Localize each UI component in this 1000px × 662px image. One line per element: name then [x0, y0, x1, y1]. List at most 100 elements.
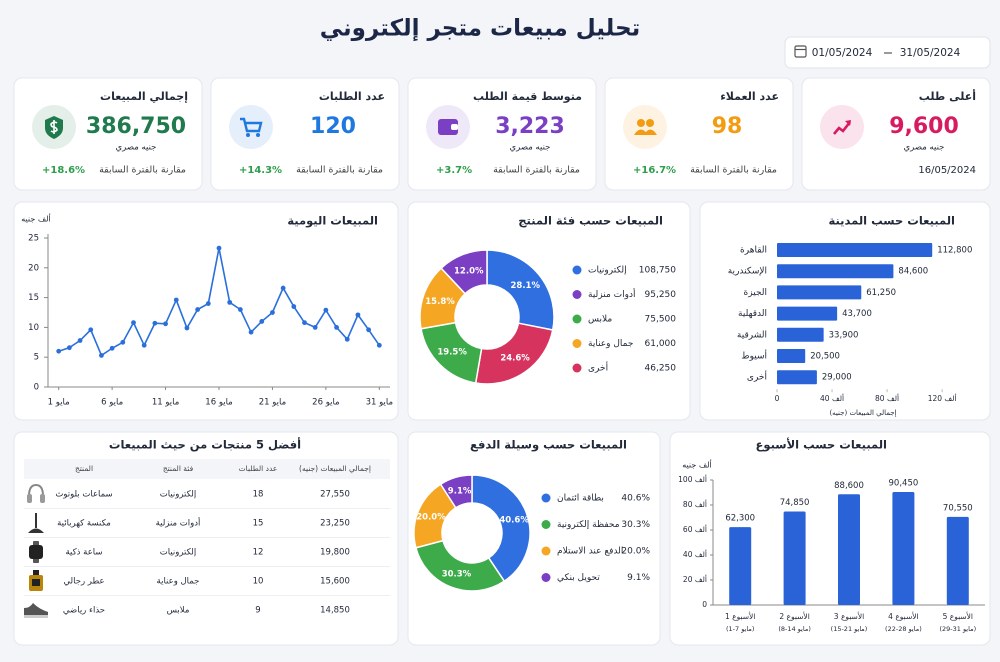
point [88, 327, 94, 333]
legend-swatch [541, 493, 551, 503]
date-from: 01/05/2024 [812, 47, 873, 59]
y-tick-label: 100 ألف [678, 474, 707, 484]
data-label: 84,600 [898, 267, 928, 277]
data-label: 88,600 [834, 481, 864, 491]
legend-label: بطاقة ائتمان [557, 494, 604, 504]
slice [439, 474, 473, 509]
kpi-change: +14.3% [239, 165, 282, 176]
icon-bg [623, 105, 667, 149]
product-icon [40, 494, 45, 503]
point [355, 312, 361, 318]
y-tick-label: 10 [28, 323, 39, 333]
calendar-icon [794, 45, 807, 58]
kpi-value: 9,600 [889, 114, 959, 139]
chart-title: المبيعات اليومية [287, 214, 378, 229]
legend-label: أدوات منزلية [588, 288, 635, 300]
data-label: 43,700 [842, 309, 872, 319]
y-tick-label: القاهرة [740, 246, 767, 256]
card [604, 77, 794, 191]
kpi-title: أعلى طلب [919, 89, 976, 103]
y-tick-label: الشرقية [737, 330, 767, 340]
icon [833, 121, 852, 135]
icon [646, 119, 654, 127]
slice-label: 15.8% [425, 297, 455, 307]
y-tick-label: 20 [28, 263, 39, 273]
icon [634, 129, 657, 135]
icon-bg [820, 105, 864, 149]
kpi-value: 3,223 [495, 114, 565, 139]
data-label: 29,000 [822, 373, 852, 383]
legend-label: إلكترونيات [588, 266, 627, 276]
table-cell: 10 [253, 577, 264, 587]
point [344, 336, 350, 342]
slice-label: 24.6% [500, 353, 530, 363]
kpi-change: +16.7% [633, 165, 676, 176]
point [227, 299, 233, 305]
y-tick-label: 15 [28, 293, 39, 303]
x-tick-sublabel: (8-14 مايو) [778, 625, 811, 633]
kpi-unit: جنيه مصري [904, 143, 945, 153]
icon [50, 120, 58, 134]
data-label: 33,900 [829, 330, 859, 340]
x-tick-label: 11 مايو [152, 398, 179, 408]
bar [777, 349, 806, 363]
table-cell: 18 [253, 490, 264, 500]
table-cell: حذاء رياضي [63, 606, 105, 616]
table-cell: جمال وعناية [157, 577, 200, 587]
card [407, 77, 597, 191]
point [376, 342, 382, 348]
kpi-title: عدد الطلبات [319, 90, 385, 103]
product-icon [32, 579, 40, 586]
bar [777, 370, 817, 385]
legend-value: 40.6% [621, 494, 650, 504]
x-tick-label: الأسبوع 2 [779, 611, 809, 621]
table-cell: 15 [253, 519, 264, 529]
point [173, 297, 179, 303]
bar [777, 243, 933, 257]
chart-title: المبيعات حسب المدينة [829, 214, 956, 228]
table-cell: ملابس [167, 606, 190, 616]
icon [451, 124, 458, 130]
product-icon [28, 483, 44, 497]
point [323, 307, 329, 313]
icon [240, 117, 263, 133]
legend-value: 95,250 [645, 290, 677, 300]
slice [486, 249, 555, 331]
x-tick-label: 6 مايو [101, 398, 123, 408]
data-label: 62,300 [725, 514, 755, 524]
table-cell: ساعة ذكية [66, 548, 103, 558]
x-tick-label: الأسبوع 4 [888, 611, 918, 621]
y-tick-label: 60 ألف [683, 524, 707, 534]
x-tick-sublabel: (29-31 مايو) [939, 625, 976, 633]
x-tick-label: 80 ألف [875, 393, 899, 403]
x-tick-label: 40 ألف [820, 393, 844, 403]
y-tick-label: 20 ألف [683, 574, 707, 584]
point [120, 339, 126, 345]
kpi-unit: جنيه مصري [510, 143, 551, 153]
legend-label: الدفع عند الاستلام [557, 547, 623, 557]
bar [777, 327, 824, 342]
chart-title: المبيعات حسب فئة المنتج [518, 214, 663, 228]
legend-value: 75,500 [645, 315, 677, 325]
point [312, 325, 318, 330]
table-header: المنتج [75, 464, 93, 473]
kpi-compare: مقارنة بالفترة السابقة [99, 165, 186, 176]
legend-label: تحويل بنكي [557, 573, 600, 583]
data-label: 74,850 [780, 498, 810, 508]
point [366, 327, 372, 333]
card [13, 431, 399, 646]
table-cell: سماعات بلوتوث [55, 490, 112, 500]
legend-value: 20.0% [621, 547, 650, 557]
kpi-value: 120 [310, 114, 356, 139]
axis-title: ألف جنيه [682, 460, 712, 470]
legend-swatch [541, 546, 551, 556]
table-cell: مكنسة كهربائية [57, 519, 111, 529]
table-header-bg [24, 459, 390, 479]
data-label: 112,800 [937, 246, 972, 256]
data-label: 90,450 [889, 478, 919, 488]
slice [471, 474, 531, 583]
kpi-title: عدد العملاء [720, 90, 779, 103]
point [99, 353, 104, 358]
table-cell: إلكترونيات [160, 490, 197, 500]
kpi-value: 386,750 [86, 114, 186, 139]
